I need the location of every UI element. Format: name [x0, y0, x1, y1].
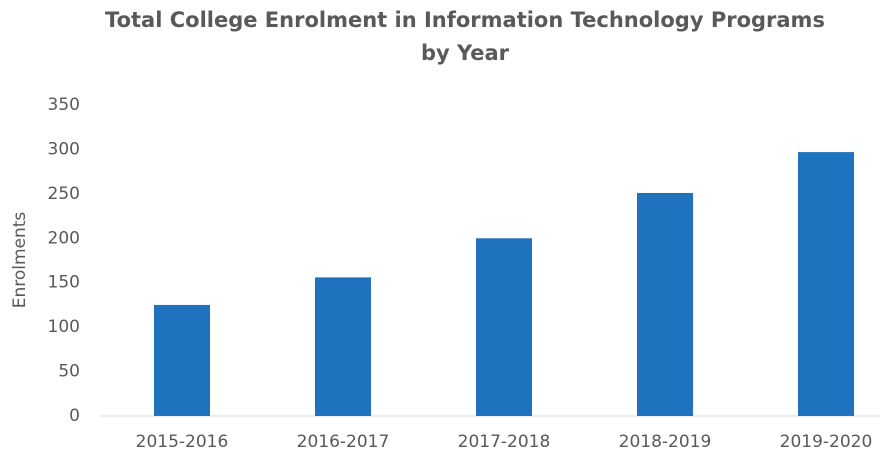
x-tick-label: 2015-2016 [136, 432, 229, 452]
bar [315, 277, 371, 416]
x-tick-label: 2018-2019 [619, 432, 712, 452]
y-tick-label: 150 [48, 273, 80, 293]
bar [637, 192, 693, 416]
y-tick-label: 100 [48, 317, 80, 337]
y-axis-label: Enrolments [10, 212, 30, 309]
y-tick-label: 350 [48, 95, 80, 115]
y-tick-label: 0 [69, 406, 80, 426]
y-tick-label: 50 [58, 362, 80, 382]
chart-title: Total College Enrolment in Information T… [105, 8, 825, 65]
bar [476, 238, 532, 416]
bar [154, 304, 210, 416]
bar [798, 152, 854, 416]
x-tick-label: 2016-2017 [297, 432, 390, 452]
y-tick-label: 200 [48, 228, 80, 248]
x-tick-label: 2017-2018 [458, 432, 551, 452]
y-tick-label: 300 [48, 139, 80, 159]
x-tick-label: 2019-2020 [780, 432, 873, 452]
y-tick-label: 250 [48, 184, 80, 204]
